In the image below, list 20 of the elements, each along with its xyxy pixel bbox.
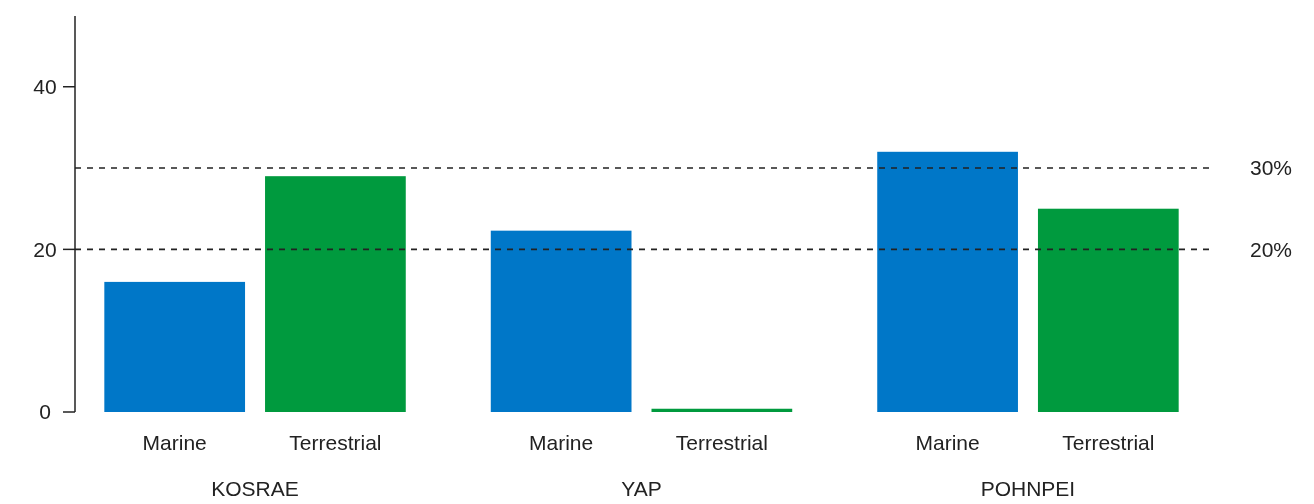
bar (490, 230, 632, 412)
text: Terrestrial (1062, 431, 1155, 454)
series-label: Terrestrial (289, 431, 382, 454)
ref-line-label: 30% (1250, 156, 1293, 180)
series-label: Marine (142, 431, 207, 454)
text: Marine (915, 431, 980, 454)
y-tick-label: 0 (39, 400, 51, 424)
ref-line-label: 20% (1250, 237, 1293, 261)
bar (265, 176, 406, 412)
bar (877, 151, 1018, 412)
bar (1037, 208, 1179, 412)
x-tick-label: YAP (621, 477, 662, 500)
bar (104, 281, 246, 412)
y-tick-label: 40 (33, 75, 57, 99)
bar (651, 408, 793, 412)
x-tick-label: KOSRAE (211, 477, 299, 500)
text: Marine (529, 431, 594, 454)
x-tick-label: POHNPEI (980, 477, 1076, 500)
y-tick-label: 20 (33, 237, 57, 261)
text: Terrestrial (675, 431, 768, 454)
